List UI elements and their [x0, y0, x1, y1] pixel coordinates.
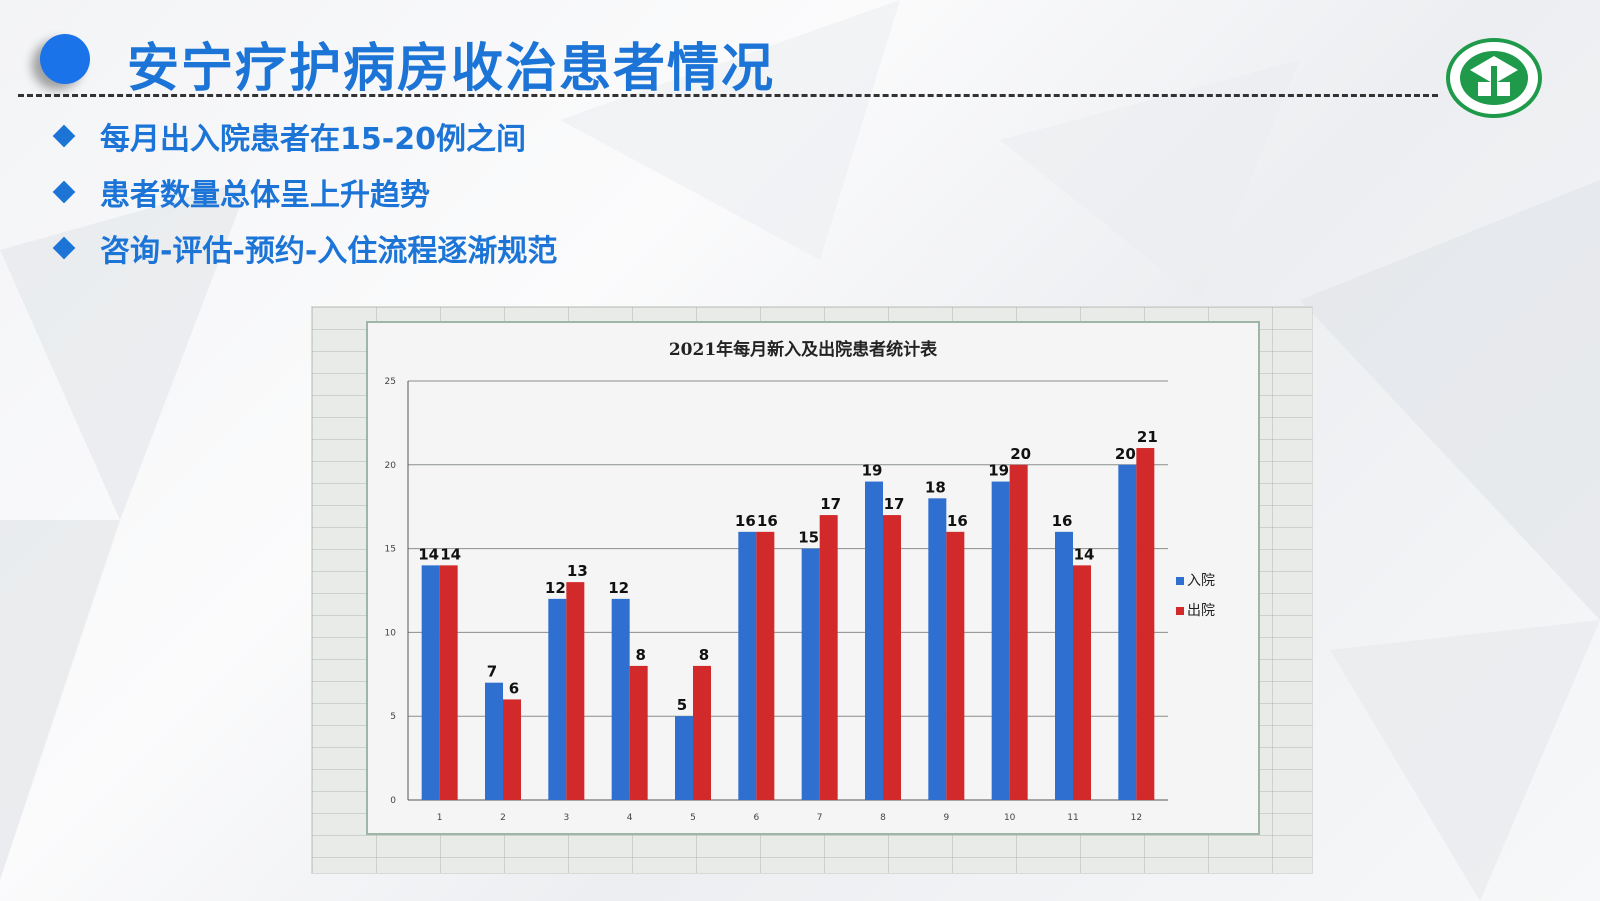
data-label: 12: [608, 579, 629, 597]
legend-label: 出院: [1187, 603, 1215, 619]
data-label: 14: [1074, 545, 1095, 563]
bar-admit: [611, 598, 630, 800]
bar-discharge: [756, 531, 775, 800]
data-label: 13: [567, 562, 588, 580]
data-label: 19: [988, 462, 1009, 480]
x-tick-label: 9: [943, 813, 949, 823]
data-label: 8: [635, 646, 645, 664]
y-tick-label: 10: [385, 628, 397, 638]
data-label: 8: [699, 646, 709, 664]
chart-frame: 2021年每月新入及出院患者统计表 0 5 10 15 20 25 14 14 1 7 6 2 12 13 3…: [366, 321, 1260, 835]
bar-admit: [991, 481, 1010, 800]
bar-admit: [1055, 531, 1073, 800]
data-label: 20: [1010, 445, 1031, 463]
legend-label: 入院: [1187, 573, 1215, 589]
data-label: 16: [757, 512, 778, 530]
bar-discharge: [693, 665, 711, 800]
key-point-text: 咨询-评估-预约-入住流程逐渐规范: [100, 234, 558, 269]
title-divider: [18, 94, 1438, 97]
diamond-bullet-icon: [52, 236, 76, 260]
bar-discharge: [883, 515, 901, 800]
data-label: 16: [947, 512, 968, 530]
bar-admit: [738, 531, 757, 800]
bar-discharge: [566, 582, 585, 800]
data-label: 14: [418, 545, 439, 563]
bar-discharge: [503, 699, 521, 800]
bar-admit: [675, 716, 693, 800]
data-label: 6: [509, 679, 519, 697]
key-points-list: 每月出入院患者在15-20例之间 患者数量总体呈上升趋势 咨询-评估-预约-入住…: [50, 108, 557, 276]
data-label: 17: [820, 495, 841, 513]
chart-title: 2021年每月新入及出院患者统计表: [669, 339, 938, 360]
diamond-bullet-icon: [52, 124, 76, 148]
y-tick-label: 20: [385, 461, 397, 471]
x-tick-label: 5: [690, 813, 696, 823]
legend-swatch: [1176, 607, 1184, 615]
key-point-text: 患者数量总体呈上升趋势: [100, 178, 430, 213]
data-label: 12: [545, 579, 566, 597]
y-tick-label: 15: [385, 545, 396, 555]
x-tick-label: 12: [1131, 813, 1142, 823]
bar-discharge: [946, 531, 965, 800]
bar-admit: [865, 481, 883, 800]
data-label: 16: [735, 512, 756, 530]
x-tick-label: 10: [1004, 813, 1016, 823]
key-point: 每月出入院患者在15-20例之间: [50, 108, 557, 164]
y-tick-label: 0: [390, 796, 396, 806]
bar-discharge: [439, 565, 458, 800]
hospital-logo: [1446, 38, 1542, 118]
x-tick-label: 7: [817, 813, 823, 823]
bar-discharge: [629, 665, 648, 800]
bar-admit: [928, 498, 947, 800]
y-tick-label: 25: [385, 377, 396, 387]
data-label: 7: [487, 663, 497, 681]
x-tick-label: 3: [563, 813, 569, 823]
data-label: 16: [1052, 512, 1073, 530]
data-label: 5: [677, 696, 687, 714]
bar-discharge: [1009, 464, 1028, 800]
x-tick-label: 1: [437, 813, 443, 823]
bar-admit: [548, 598, 567, 800]
data-label: 15: [798, 529, 819, 547]
bar-discharge: [819, 515, 838, 800]
data-label: 21: [1137, 428, 1158, 446]
data-label: 18: [925, 478, 946, 496]
data-label: 19: [862, 462, 883, 480]
diamond-bullet-icon: [52, 180, 76, 204]
x-tick-label: 4: [627, 813, 633, 823]
key-point: 咨询-评估-预约-入住流程逐渐规范: [50, 220, 557, 276]
data-label: 20: [1115, 445, 1136, 463]
y-tick-label: 5: [390, 712, 396, 722]
bar-admit: [801, 548, 820, 800]
x-tick-label: 11: [1067, 813, 1078, 823]
x-tick-label: 8: [880, 813, 886, 823]
data-label: 14: [440, 545, 461, 563]
bar-admit: [1118, 464, 1137, 800]
chart-photo: 2021年每月新入及出院患者统计表 0 5 10 15 20 25 14 14 1 7 6 2 12 13 3…: [312, 307, 1312, 873]
legend-swatch: [1176, 577, 1184, 585]
key-point: 患者数量总体呈上升趋势: [50, 164, 557, 220]
key-point-text: 每月出入院患者在15-20例之间: [100, 122, 526, 157]
x-tick-label: 2: [500, 813, 506, 823]
data-label: 17: [884, 495, 905, 513]
page-title: 安宁疗护病房收治患者情况: [127, 39, 776, 99]
bar-discharge: [1073, 565, 1091, 800]
bar-discharge: [1136, 448, 1155, 800]
title-bullet-dot: [40, 34, 90, 84]
bar-admit: [485, 682, 503, 800]
x-tick-label: 6: [753, 813, 759, 823]
bar-admit: [421, 565, 440, 800]
